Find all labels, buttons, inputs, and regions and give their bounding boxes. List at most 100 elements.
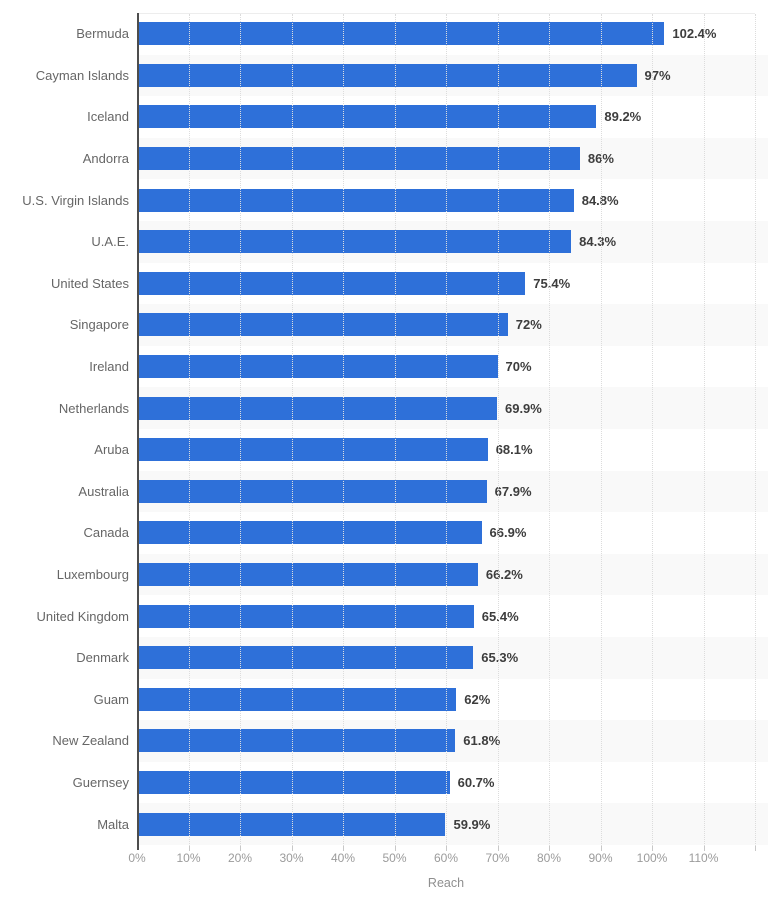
category-label: Bermuda — [76, 26, 129, 42]
x-axis-tick-label: 20% — [227, 851, 253, 865]
value-label: 70% — [505, 359, 532, 375]
bar[interactable] — [137, 230, 572, 254]
category-label: Guernsey — [72, 774, 129, 790]
value-label: 84.8% — [581, 192, 619, 208]
value-label: 72% — [515, 317, 542, 333]
bar-row: Andorra 86% — [0, 137, 768, 180]
x-axis-tick-label: 70% — [485, 851, 510, 865]
bar[interactable] — [137, 355, 498, 379]
row-strip: 102.4% — [137, 13, 768, 55]
value-label: 69.9% — [504, 400, 542, 416]
category-label: Singapore — [69, 317, 129, 333]
bar-row: Malta 59.9% — [0, 803, 768, 845]
value-label: 102.4% — [672, 26, 717, 42]
bar[interactable] — [137, 563, 478, 587]
bar-row: Cayman Islands 97% — [0, 54, 768, 97]
value-label: 65.3% — [481, 650, 519, 666]
x-axis-tick-label: 30% — [279, 851, 304, 865]
value-label: 89.2% — [604, 109, 642, 125]
bar[interactable] — [137, 438, 488, 462]
bar[interactable] — [137, 479, 487, 503]
bar-row: Iceland 89.2% — [0, 96, 768, 138]
category-label: Cayman Islands — [35, 67, 129, 83]
category-label: Denmark — [76, 650, 129, 666]
x-axis-tickmark — [755, 846, 756, 851]
value-label: 75.4% — [533, 275, 571, 291]
category-label: U.A.E. — [91, 234, 129, 250]
row-strip: 72% — [137, 304, 768, 346]
row-strip: 60.7% — [137, 762, 768, 804]
bar[interactable] — [137, 770, 450, 794]
x-axis-tick-label: 40% — [330, 851, 356, 865]
bar[interactable] — [137, 313, 508, 337]
bar-row: Denmark 65.3% — [0, 636, 768, 679]
bar-row: United Kingdom 65.4% — [0, 595, 768, 637]
value-label: 68.1% — [495, 442, 533, 458]
value-label: 86% — [587, 151, 614, 167]
x-axis-tick-label: 110% — [688, 851, 719, 865]
bar[interactable] — [137, 147, 580, 171]
category-label: Guam — [93, 691, 129, 707]
bar[interactable] — [137, 687, 457, 711]
bar[interactable] — [137, 729, 456, 753]
bar[interactable] — [137, 188, 574, 212]
bar-row: U.S. Virgin Islands 84.8% — [0, 179, 768, 221]
row-strip: 62% — [137, 679, 768, 721]
bar-row: Guernsey 60.7% — [0, 762, 768, 804]
chart-rows: Bermuda 102.4% Cayman Islands 97% Iceland 89.… — [0, 13, 768, 845]
bar[interactable] — [137, 105, 597, 129]
bar-row: United States 75.4% — [0, 263, 768, 305]
bar-row: Luxembourg 66.2% — [0, 553, 768, 596]
bar-row: Ireland 70% — [0, 346, 768, 388]
category-label: Andorra — [82, 151, 129, 167]
bar[interactable] — [137, 604, 474, 628]
bar[interactable] — [137, 812, 446, 836]
category-label: Australia — [78, 483, 129, 499]
x-axis-tick-label: 0% — [128, 851, 146, 865]
value-label: 62% — [464, 691, 491, 707]
value-label: 61.8% — [463, 733, 501, 749]
category-label: U.S. Virgin Islands — [22, 192, 129, 208]
bar[interactable] — [137, 63, 637, 87]
bar[interactable] — [137, 22, 665, 46]
row-strip: 75.4% — [137, 263, 768, 305]
x-axis-tick-label: 100% — [636, 851, 668, 865]
row-strip: 67.9% — [137, 470, 768, 513]
category-label: Malta — [97, 816, 129, 832]
row-strip: 84.8% — [137, 179, 768, 221]
value-label: 97% — [644, 67, 671, 83]
category-label: New Zealand — [52, 733, 129, 749]
category-label: Luxembourg — [56, 567, 129, 583]
bar[interactable] — [137, 396, 497, 420]
bar[interactable] — [137, 271, 526, 295]
value-label: 84.3% — [579, 234, 617, 250]
category-label: Iceland — [87, 109, 129, 125]
category-label: Aruba — [94, 442, 129, 458]
row-strip: 65.3% — [137, 636, 768, 679]
row-strip: 69.9% — [137, 387, 768, 429]
category-label: Netherlands — [58, 400, 129, 416]
category-label: United States — [50, 275, 129, 291]
bar-row: Netherlands 69.9% — [0, 387, 768, 429]
bar[interactable] — [137, 521, 482, 545]
bar-row: Guam 62% — [0, 679, 768, 721]
bar-row: Australia 67.9% — [0, 470, 768, 513]
x-axis-tick-label: 80% — [536, 851, 562, 865]
x-axis-title: Reach — [427, 876, 465, 890]
row-strip: 89.2% — [137, 96, 768, 138]
x-axis-tick-labels: 0% 10% 20% 30% 40% 50% 60% 70% 80% 90% 100% 110% — [128, 851, 755, 867]
row-strip: 66.2% — [137, 553, 768, 596]
x-axis-tick-label: 50% — [382, 851, 407, 865]
value-label: 65.4% — [481, 608, 519, 624]
bar-row: Canada 66.9% — [0, 512, 768, 554]
row-strip: 61.8% — [137, 720, 768, 762]
bar[interactable] — [137, 646, 474, 670]
bar-row: New Zealand 61.8% — [0, 720, 768, 762]
row-strip: 68.1% — [137, 429, 768, 471]
row-strip: 59.9% — [137, 803, 768, 845]
value-label: 59.9% — [453, 816, 491, 832]
value-label: 60.7% — [457, 774, 495, 790]
row-strip: 70% — [137, 346, 768, 388]
bar-row: U.A.E. 84.3% — [0, 220, 768, 263]
x-axis-tick-label: 90% — [588, 851, 613, 865]
